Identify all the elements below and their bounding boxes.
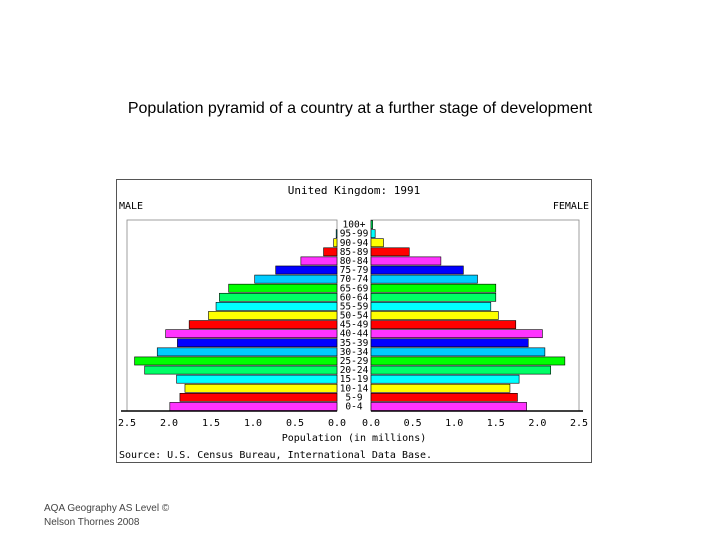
male-tick-label: 1.0 bbox=[244, 418, 262, 429]
male-bar-80-84 bbox=[300, 256, 338, 266]
footer-line-2: Nelson Thornes 2008 bbox=[44, 517, 140, 528]
female-bar-10-14 bbox=[370, 383, 511, 393]
female-bar-90-94 bbox=[370, 238, 384, 248]
female-bar-70-74 bbox=[370, 274, 478, 284]
age-group-label: 50-54 bbox=[340, 311, 369, 322]
male-bar-55-59 bbox=[215, 302, 338, 311]
female-label: FEMALE bbox=[553, 201, 589, 212]
female-bar-40-44 bbox=[370, 329, 543, 339]
female-bar-25-29 bbox=[370, 356, 566, 366]
female-bar-80-84 bbox=[370, 256, 442, 266]
female-bar-0-4 bbox=[370, 402, 527, 411]
male-tick-label: 2.5 bbox=[118, 418, 136, 429]
male-bar-65-69 bbox=[228, 283, 338, 293]
female-tick-label: 1.0 bbox=[445, 418, 463, 429]
source-note: Source: U.S. Census Bureau, Internationa… bbox=[119, 450, 432, 461]
male-tick-label: 0.5 bbox=[286, 418, 304, 429]
male-bar-30-34 bbox=[156, 347, 338, 357]
female-tick-label: 0.5 bbox=[404, 418, 422, 429]
age-group-label: 85-89 bbox=[340, 247, 369, 258]
female-bar-65-69 bbox=[370, 283, 497, 293]
male-bar-25-29 bbox=[134, 356, 338, 366]
male-bar-20-24 bbox=[144, 365, 338, 375]
age-group-label: 65-69 bbox=[340, 283, 369, 294]
age-group-label: 15-19 bbox=[340, 374, 369, 385]
footer-line-1: AQA Geography AS Level © bbox=[44, 503, 170, 514]
female-tick-label: 0.0 bbox=[362, 418, 380, 429]
age-group-label: 40-44 bbox=[340, 329, 369, 340]
age-group-label: 45-49 bbox=[340, 320, 369, 331]
male-label: MALE bbox=[119, 201, 143, 212]
male-bar-95-99 bbox=[335, 229, 338, 238]
male-bar-60-64 bbox=[219, 292, 338, 302]
female-bar-45-49 bbox=[370, 320, 517, 329]
female-bar-5-9 bbox=[370, 393, 518, 402]
male-tick-label: 1.5 bbox=[202, 418, 220, 429]
female-bar-75-79 bbox=[370, 265, 464, 275]
age-group-label: 60-64 bbox=[340, 292, 369, 303]
male-bar-75-79 bbox=[275, 265, 338, 275]
age-group-label: 25-29 bbox=[340, 356, 369, 367]
male-tick-label: 0.0 bbox=[328, 418, 346, 429]
age-group-label: 90-94 bbox=[340, 238, 369, 249]
male-bar-70-74 bbox=[254, 274, 338, 284]
age-group-label: 5-9 bbox=[345, 392, 362, 403]
male-bar-15-19 bbox=[176, 374, 338, 384]
male-bar-45-49 bbox=[188, 320, 338, 329]
male-bar-10-14 bbox=[184, 383, 338, 393]
age-group-label: 35-39 bbox=[340, 338, 369, 349]
female-bar-60-64 bbox=[370, 292, 497, 302]
male-bar-50-54 bbox=[208, 311, 338, 320]
female-bar-20-24 bbox=[370, 365, 552, 375]
female-tick-label: 2.5 bbox=[570, 418, 588, 429]
female-bar-30-34 bbox=[370, 347, 546, 357]
male-bar-85-89 bbox=[323, 247, 338, 257]
male-bar-35-39 bbox=[177, 338, 338, 348]
age-group-label: 30-34 bbox=[340, 347, 369, 358]
male-bar-5-9 bbox=[179, 393, 338, 402]
age-group-label: 10-14 bbox=[340, 383, 369, 394]
age-group-label: 55-59 bbox=[340, 301, 369, 312]
female-bar-100+ bbox=[370, 220, 373, 229]
footer-credit: AQA Geography AS Level © Nelson Thornes … bbox=[44, 502, 169, 530]
age-group-label: 80-84 bbox=[340, 256, 369, 267]
age-group-label: 100+ bbox=[343, 220, 366, 231]
chart-title: United Kingdom: 1991 bbox=[288, 184, 420, 197]
female-bar-85-89 bbox=[370, 247, 410, 257]
age-group-label: 75-79 bbox=[340, 265, 369, 276]
female-tick-label: 2.0 bbox=[528, 418, 546, 429]
female-bar-15-19 bbox=[370, 374, 520, 384]
age-group-label: 20-24 bbox=[340, 365, 369, 376]
female-bar-95-99 bbox=[370, 229, 376, 238]
male-tick-label: 2.0 bbox=[160, 418, 178, 429]
male-bar-90-94 bbox=[333, 238, 338, 248]
male-bar-40-44 bbox=[165, 329, 338, 339]
age-group-label: 70-74 bbox=[340, 274, 369, 285]
female-tick-label: 1.5 bbox=[487, 418, 505, 429]
slide-title: Population pyramid of a country at a fur… bbox=[127, 100, 593, 117]
male-bar-0-4 bbox=[169, 402, 338, 411]
age-group-label: 95-99 bbox=[340, 229, 369, 240]
x-axis-label: Population (in millions) bbox=[282, 433, 427, 444]
female-bar-50-54 bbox=[370, 311, 499, 320]
population-pyramid-chart: 100+ 95-99 90-94 85-89 80-84 75-79 70-74 65-69 6… bbox=[116, 179, 592, 463]
age-group-label: 0-4 bbox=[345, 402, 362, 413]
female-bar-55-59 bbox=[370, 302, 492, 311]
female-bar-35-39 bbox=[370, 338, 529, 348]
chart-canvas: 100+95-9990-9485-8980-8475-7970-7465-696… bbox=[118, 184, 589, 461]
